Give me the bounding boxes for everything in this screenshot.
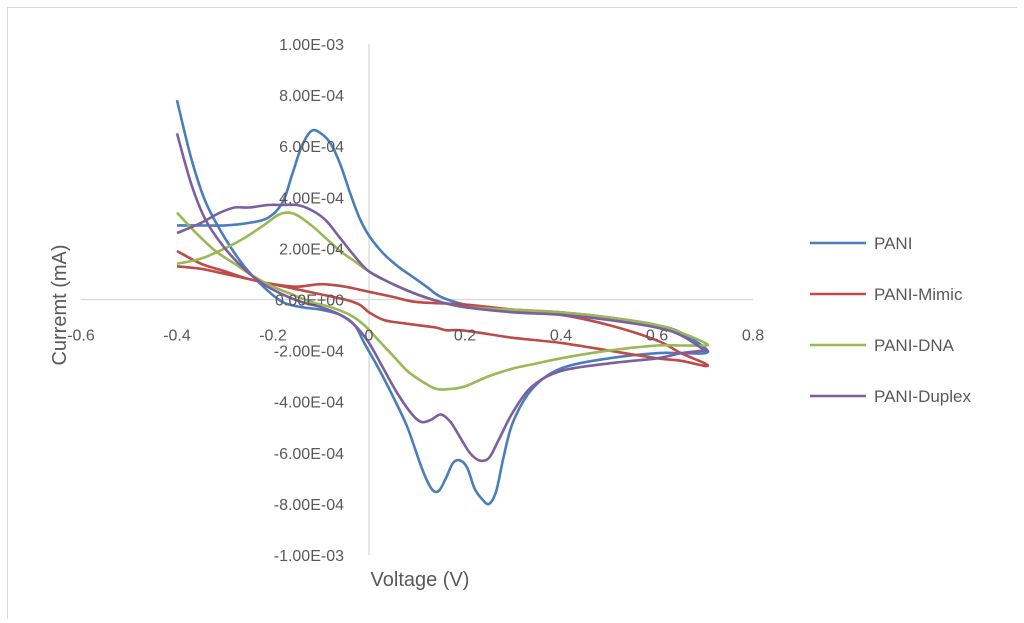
legend-label: PANI-Mimic <box>874 285 963 304</box>
legend-label: PANI-Duplex <box>874 387 971 406</box>
x-tick-label: 0 <box>365 328 374 345</box>
legend-entry: PANI-Duplex <box>810 387 971 406</box>
x-tick-label: 0.6 <box>646 328 668 345</box>
x-axis-title: Voltage (V) <box>371 569 470 591</box>
legend-entry: PANI-Mimic <box>810 285 963 304</box>
y-axis-title: Curremt (mA) <box>49 244 71 365</box>
x-tick-label: 0.4 <box>550 328 572 345</box>
legend: PANI PANI-Mimic PANI-DNA PANI-Duplex <box>810 234 971 406</box>
series-lines <box>175 99 710 506</box>
legend-label: PANI-DNA <box>874 336 955 355</box>
cv-line-chart: 1.00E-03 8.00E-04 6.00E-04 4.00E-04 2.00E-04… <box>49 37 971 591</box>
y-tick-label: 1.00E-03 <box>279 37 344 54</box>
series-line-3 <box>176 211 710 391</box>
legend-entry: PANI-DNA <box>810 336 955 355</box>
y-tick-label: -2.00E-04 <box>274 344 344 361</box>
x-tick-label: -0.6 <box>67 328 95 345</box>
y-tick-label: 4.00E-04 <box>279 190 344 207</box>
y-tick-label: -8.00E-04 <box>274 497 344 514</box>
y-tick-label: 2.00E-04 <box>279 241 344 258</box>
axes <box>81 44 753 555</box>
y-tick-label: 6.00E-04 <box>279 139 344 156</box>
tick-labels: 1.00E-03 8.00E-04 6.00E-04 4.00E-04 2.00E-04… <box>67 37 764 565</box>
series-line-4 <box>175 133 710 463</box>
y-tick-label: -6.00E-04 <box>274 446 344 463</box>
y-tick-label: 0.00E+00 <box>275 293 344 310</box>
x-tick-label: 0.8 <box>742 328 764 345</box>
legend-entry: PANI <box>810 234 912 253</box>
y-tick-label: -1.00E-03 <box>274 548 344 565</box>
x-tick-label: 0.2 <box>454 328 476 345</box>
legend-label: PANI <box>874 234 912 253</box>
y-tick-label: 8.00E-04 <box>279 88 344 105</box>
x-tick-label: -0.4 <box>163 328 191 345</box>
y-tick-label: -4.00E-04 <box>274 395 344 412</box>
x-tick-label: -0.2 <box>259 328 287 345</box>
chart-area: 1.00E-03 8.00E-04 6.00E-04 4.00E-04 2.00E-04… <box>7 7 1017 619</box>
